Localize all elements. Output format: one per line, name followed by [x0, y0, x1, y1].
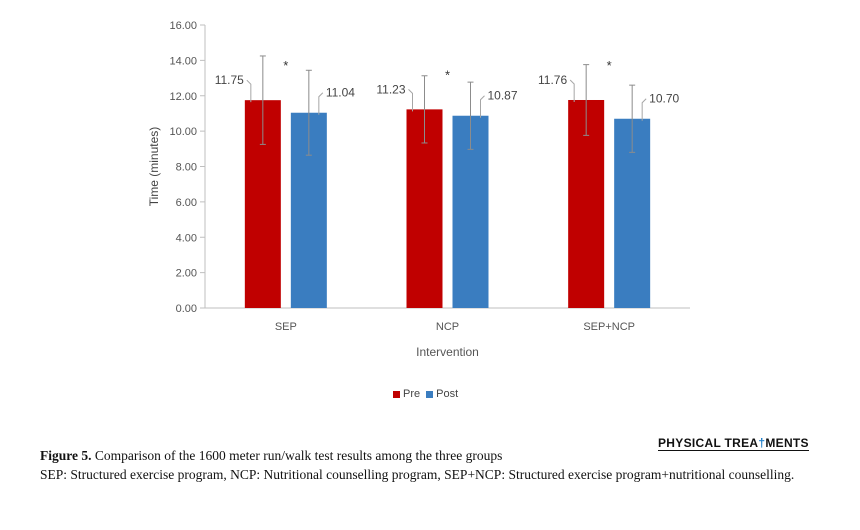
legend-item-post: Post — [426, 388, 458, 400]
data-label-post: 10.87 — [488, 89, 518, 103]
y-tick-label: 16.00 — [169, 20, 197, 32]
logo-mark: † — [758, 436, 766, 450]
y-tick-label: 14.00 — [169, 55, 197, 67]
y-tick-label: 4.00 — [176, 232, 197, 244]
x-tick-label: NCP — [436, 321, 459, 333]
logo-text-1: PHYSICAL TREA — [658, 436, 759, 450]
data-label-post: 10.70 — [649, 92, 679, 106]
logo-text-2: MENTS — [765, 436, 809, 450]
data-label-leader — [408, 89, 413, 112]
data-label-leader — [246, 79, 252, 103]
y-tick-label: 10.00 — [169, 126, 197, 138]
y-tick-label: 2.00 — [176, 268, 197, 280]
data-label-leader — [480, 95, 485, 118]
caption-text: Comparison of the 1600 meter run/walk te… — [91, 448, 503, 463]
data-label-pre: 11.75 — [215, 73, 244, 87]
y-axis-title: Time (minutes) — [147, 127, 161, 207]
legend-label-pre: Pre — [403, 388, 421, 400]
caption-note: SEP: Structured exercise program, NCP: N… — [40, 467, 795, 482]
data-label-leader — [569, 79, 575, 102]
x-axis-title: Intervention — [416, 345, 479, 359]
data-label-leader — [641, 98, 647, 121]
legend-label-post: Post — [436, 388, 459, 400]
chart-legend: Pre Post — [393, 388, 458, 400]
x-tick-label: SEP — [275, 321, 297, 333]
significance-marker: * — [283, 58, 288, 73]
y-tick-label: 6.00 — [176, 197, 197, 209]
legend-swatch-post — [426, 390, 434, 398]
figure-label: Figure 5. — [40, 448, 92, 463]
significance-marker: * — [607, 58, 612, 73]
data-label-leader — [318, 92, 324, 115]
significance-marker: * — [445, 67, 450, 82]
data-label-pre: 11.76 — [538, 73, 567, 87]
y-tick-label: 12.00 — [169, 91, 197, 103]
legend-swatch-pre — [393, 390, 400, 398]
y-tick-label: 8.00 — [176, 162, 197, 174]
data-label-post: 11.04 — [326, 86, 355, 100]
journal-logo: PHYSICAL TREA†MENTS — [658, 437, 809, 451]
x-tick-label: SEP+NCP — [583, 321, 635, 333]
caption-line: Figure 5. Comparison of the 1600 meter r… — [40, 446, 830, 465]
bar-chart: 0.00 2.00 4.00 6.00 8.00 10.00 12.00 14.00 16.00… — [147, 20, 690, 359]
data-label-pre: 11.23 — [376, 82, 405, 96]
figure-caption: Figure 5. Comparison of the 1600 meter r… — [40, 446, 830, 484]
y-tick-label: 0.00 — [176, 303, 197, 315]
legend-item-pre: Pre — [393, 388, 420, 400]
